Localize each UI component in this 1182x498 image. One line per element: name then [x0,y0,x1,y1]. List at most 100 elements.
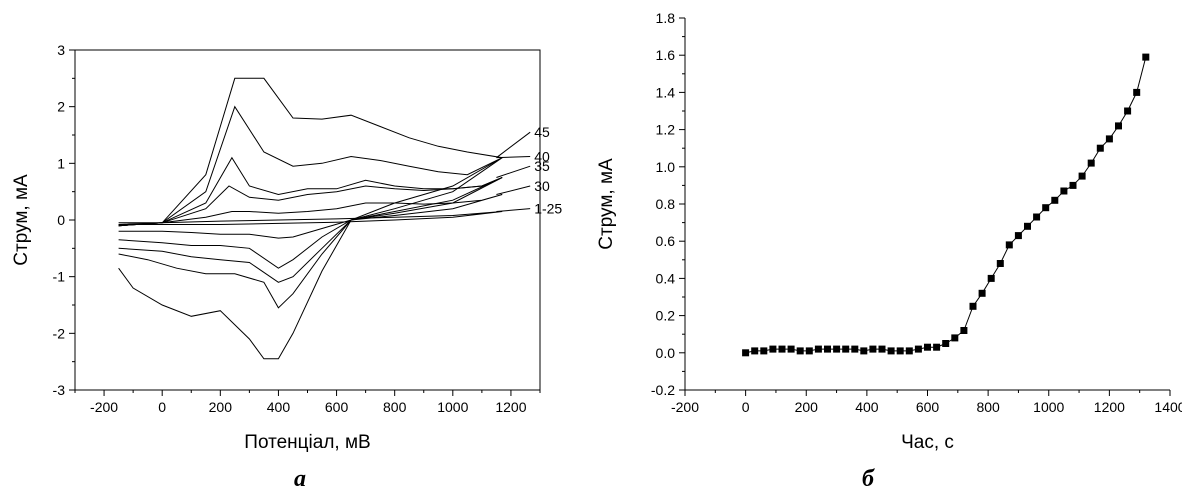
data-point [1133,88,1141,96]
x-tick-label: 600 [916,399,940,415]
data-point [805,347,813,355]
data-point [951,334,959,342]
x-axis-label: Час, с [901,432,954,453]
data-point [860,347,868,355]
y-tick-label: 1.8 [656,10,676,26]
y-axis-label: Струм, мА [596,158,617,250]
figure-caption: б [862,466,875,492]
data-point [814,345,822,353]
plot-frame [74,49,541,391]
y-tick-label: 0.8 [656,196,676,212]
curve-annotation-label: 35 [534,158,550,174]
cv-curve-45 [118,77,504,360]
x-tick-label: 1000 [437,399,468,415]
data-point [1124,107,1132,115]
data-point [933,343,941,351]
cv-curve-30 [118,194,503,239]
annotation-leader [496,156,531,159]
data-point [796,347,804,355]
chart-b: -200 0 200 400 600 800 1000 1200 1400 -0.2 0.0 0.2 0… [596,10,1182,492]
y-tick-label: 1.4 [656,84,676,100]
x-tick-label: -200 [90,399,118,415]
y-tick-label: -0.2 [651,382,675,398]
data-point [824,345,831,353]
data-point [760,347,768,355]
data-point [887,347,895,355]
x-axis-label: Потенціал, мВ [244,432,370,453]
y-tick-label: 3 [57,42,65,58]
x-tick-label: 200 [795,399,819,415]
data-point [1051,196,1059,204]
data-point [896,347,904,355]
x-tick-label: 400 [855,399,879,415]
data-point [1042,204,1050,212]
data-point [1078,172,1086,180]
data-point [842,345,850,353]
y-tick-label: 0.6 [656,233,676,249]
curve-annotation-label: 40 [534,149,550,165]
data-point [1033,213,1041,221]
x-tick-label: 1200 [1094,399,1125,415]
data-point [1069,181,1077,189]
x-tick-label: 600 [325,399,349,415]
y-tick-label: -3 [53,382,66,398]
data-point [924,343,931,351]
data-point [878,345,886,353]
figure-caption: а [294,466,306,492]
annotation-leader [496,131,531,159]
x-tick-label: 200 [209,399,233,415]
y-tick-label: 1.6 [656,47,676,63]
y-tick-label: 1 [57,155,65,171]
y-tick-label: 1.0 [656,159,676,175]
data-point [1105,135,1113,143]
y-tick-label: 0.2 [656,308,676,324]
data-point [914,345,922,353]
curve-annotation-label: 1-25 [534,201,562,217]
series-line [745,56,1147,354]
annotation-leader [496,208,531,212]
data-point [1005,241,1013,249]
y-tick-label: 0.4 [656,270,676,286]
data-point [751,347,759,355]
chart-a: -200 0 200 400 600 800 1000 1200-3-2-1012345403… [11,42,562,492]
data-point [1142,53,1150,61]
data-point [969,302,977,310]
y-tick-label: 0.0 [656,345,676,361]
data-point [1060,187,1068,195]
x-tick-label: 800 [976,399,1000,415]
data-point [769,345,777,353]
data-point [960,327,968,334]
data-point [1024,222,1031,230]
data-point [1115,122,1122,130]
data-point [978,289,986,297]
cv-curve-35 [118,156,503,283]
data-point [1096,144,1104,152]
data-point [1087,159,1095,167]
data-point [869,345,877,353]
y-axis-label: Струм, мА [11,174,32,266]
x-tick-label: 0 [158,399,166,415]
annotation-leader [496,165,531,178]
data-point [987,274,995,282]
data-point [778,345,786,353]
data-point [996,260,1004,267]
data-point [833,345,841,353]
x-tick-label: -200 [671,399,699,415]
y-tick-label: -1 [53,269,66,285]
curve-annotation-label: 30 [534,178,550,194]
data-point [851,345,859,353]
data-point [942,340,950,347]
data-point [787,345,795,353]
x-tick-label: 800 [383,399,407,415]
data-point [1014,232,1022,240]
y-tick-label: -2 [53,325,66,341]
annotation-leader [496,185,531,195]
data-point [905,347,913,355]
y-tick-label: 2 [57,99,65,115]
y-tick-label: 0 [57,212,65,228]
x-tick-label: 1400 [1154,399,1182,415]
y-tick-label: 1.2 [656,122,676,138]
curve-annotation-label: 45 [534,124,550,140]
x-tick-label: 400 [267,399,291,415]
